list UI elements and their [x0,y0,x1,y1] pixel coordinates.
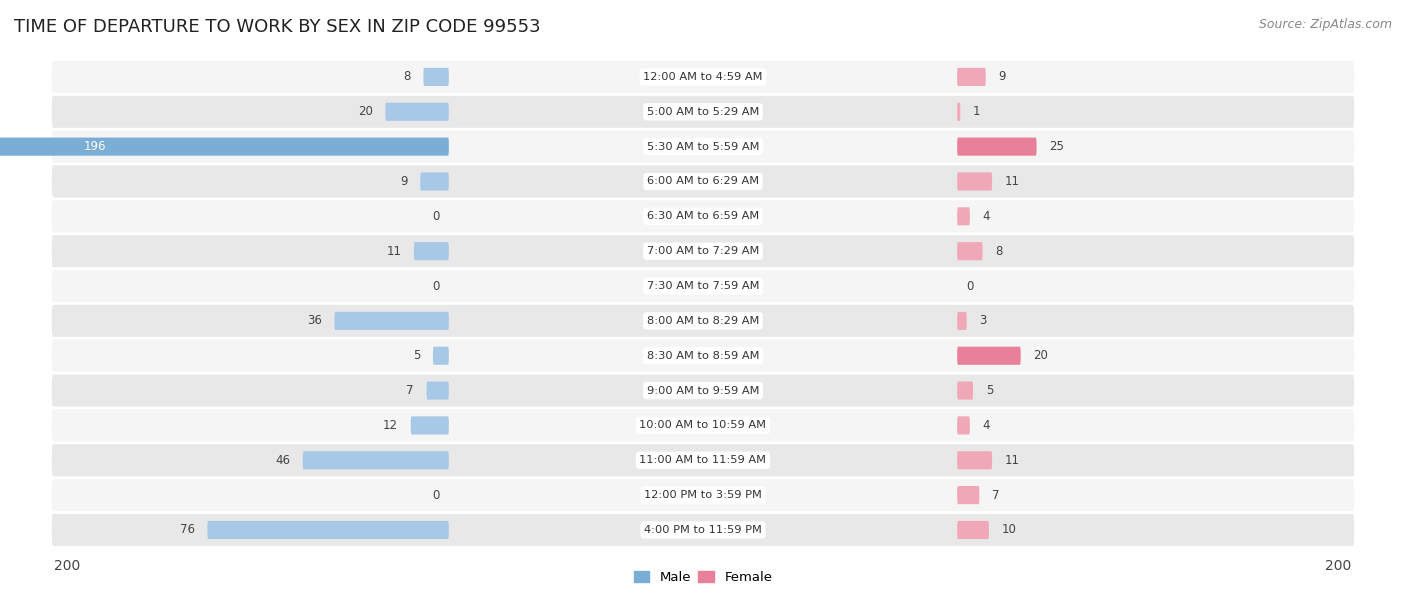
Text: 9:00 AM to 9:59 AM: 9:00 AM to 9:59 AM [647,386,759,396]
FancyBboxPatch shape [52,96,1354,128]
Text: 6:00 AM to 6:29 AM: 6:00 AM to 6:29 AM [647,177,759,186]
FancyBboxPatch shape [52,305,1354,337]
FancyBboxPatch shape [52,340,1354,372]
FancyBboxPatch shape [957,521,988,539]
Text: 4: 4 [983,419,990,432]
Legend: Male, Female: Male, Female [628,566,778,590]
Text: 12:00 AM to 4:59 AM: 12:00 AM to 4:59 AM [644,72,762,82]
Text: 0: 0 [967,280,974,293]
FancyBboxPatch shape [52,479,1354,511]
Text: 8: 8 [404,70,411,83]
Text: 196: 196 [83,140,105,153]
Text: Source: ZipAtlas.com: Source: ZipAtlas.com [1258,18,1392,31]
Text: 7: 7 [993,488,1000,502]
Text: 7: 7 [406,384,413,397]
Text: 0: 0 [432,280,439,293]
FancyBboxPatch shape [52,409,1354,441]
Text: 1: 1 [973,105,980,118]
FancyBboxPatch shape [420,173,449,190]
FancyBboxPatch shape [957,137,1036,156]
FancyBboxPatch shape [957,242,983,260]
Text: 20: 20 [357,105,373,118]
Text: 20: 20 [1033,349,1049,362]
FancyBboxPatch shape [957,68,986,86]
FancyBboxPatch shape [52,165,1354,198]
Text: 6:30 AM to 6:59 AM: 6:30 AM to 6:59 AM [647,211,759,221]
Text: 3: 3 [980,314,987,327]
Text: 25: 25 [1049,140,1064,153]
Text: 76: 76 [180,524,194,537]
FancyBboxPatch shape [957,312,967,330]
FancyBboxPatch shape [957,486,980,504]
FancyBboxPatch shape [52,235,1354,267]
Text: 7:30 AM to 7:59 AM: 7:30 AM to 7:59 AM [647,281,759,291]
Text: 5:00 AM to 5:29 AM: 5:00 AM to 5:29 AM [647,107,759,117]
FancyBboxPatch shape [335,312,449,330]
FancyBboxPatch shape [426,381,449,400]
Text: 10:00 AM to 10:59 AM: 10:00 AM to 10:59 AM [640,421,766,430]
FancyBboxPatch shape [957,347,1021,365]
Text: 11:00 AM to 11:59 AM: 11:00 AM to 11:59 AM [640,455,766,465]
Text: 5: 5 [986,384,993,397]
Text: 5: 5 [413,349,420,362]
Text: 8:00 AM to 8:29 AM: 8:00 AM to 8:29 AM [647,316,759,326]
Text: 10: 10 [1001,524,1017,537]
FancyBboxPatch shape [411,416,449,434]
Text: 0: 0 [432,210,439,223]
FancyBboxPatch shape [957,207,970,226]
FancyBboxPatch shape [52,374,1354,406]
FancyBboxPatch shape [52,61,1354,93]
Text: 4:00 PM to 11:59 PM: 4:00 PM to 11:59 PM [644,525,762,535]
FancyBboxPatch shape [52,201,1354,233]
Text: 12:00 PM to 3:59 PM: 12:00 PM to 3:59 PM [644,490,762,500]
FancyBboxPatch shape [413,242,449,260]
Text: 46: 46 [276,454,290,466]
Text: 0: 0 [432,488,439,502]
FancyBboxPatch shape [52,514,1354,546]
Text: 36: 36 [307,314,322,327]
FancyBboxPatch shape [423,68,449,86]
Text: 11: 11 [1005,454,1019,466]
FancyBboxPatch shape [957,416,970,434]
Text: 9: 9 [401,175,408,188]
FancyBboxPatch shape [957,103,960,121]
Text: 12: 12 [382,419,398,432]
Text: 5:30 AM to 5:59 AM: 5:30 AM to 5:59 AM [647,142,759,152]
FancyBboxPatch shape [957,451,993,469]
FancyBboxPatch shape [207,521,449,539]
Text: 11: 11 [387,245,401,258]
Text: 8: 8 [995,245,1002,258]
Text: 9: 9 [998,70,1005,83]
Text: 7:00 AM to 7:29 AM: 7:00 AM to 7:29 AM [647,246,759,256]
Text: 4: 4 [983,210,990,223]
FancyBboxPatch shape [52,130,1354,162]
FancyBboxPatch shape [957,173,993,190]
FancyBboxPatch shape [433,347,449,365]
FancyBboxPatch shape [957,381,973,400]
FancyBboxPatch shape [52,270,1354,302]
Text: TIME OF DEPARTURE TO WORK BY SEX IN ZIP CODE 99553: TIME OF DEPARTURE TO WORK BY SEX IN ZIP … [14,18,541,36]
FancyBboxPatch shape [0,137,449,156]
FancyBboxPatch shape [302,451,449,469]
FancyBboxPatch shape [52,444,1354,477]
Text: 8:30 AM to 8:59 AM: 8:30 AM to 8:59 AM [647,350,759,361]
Text: 11: 11 [1005,175,1019,188]
FancyBboxPatch shape [385,103,449,121]
